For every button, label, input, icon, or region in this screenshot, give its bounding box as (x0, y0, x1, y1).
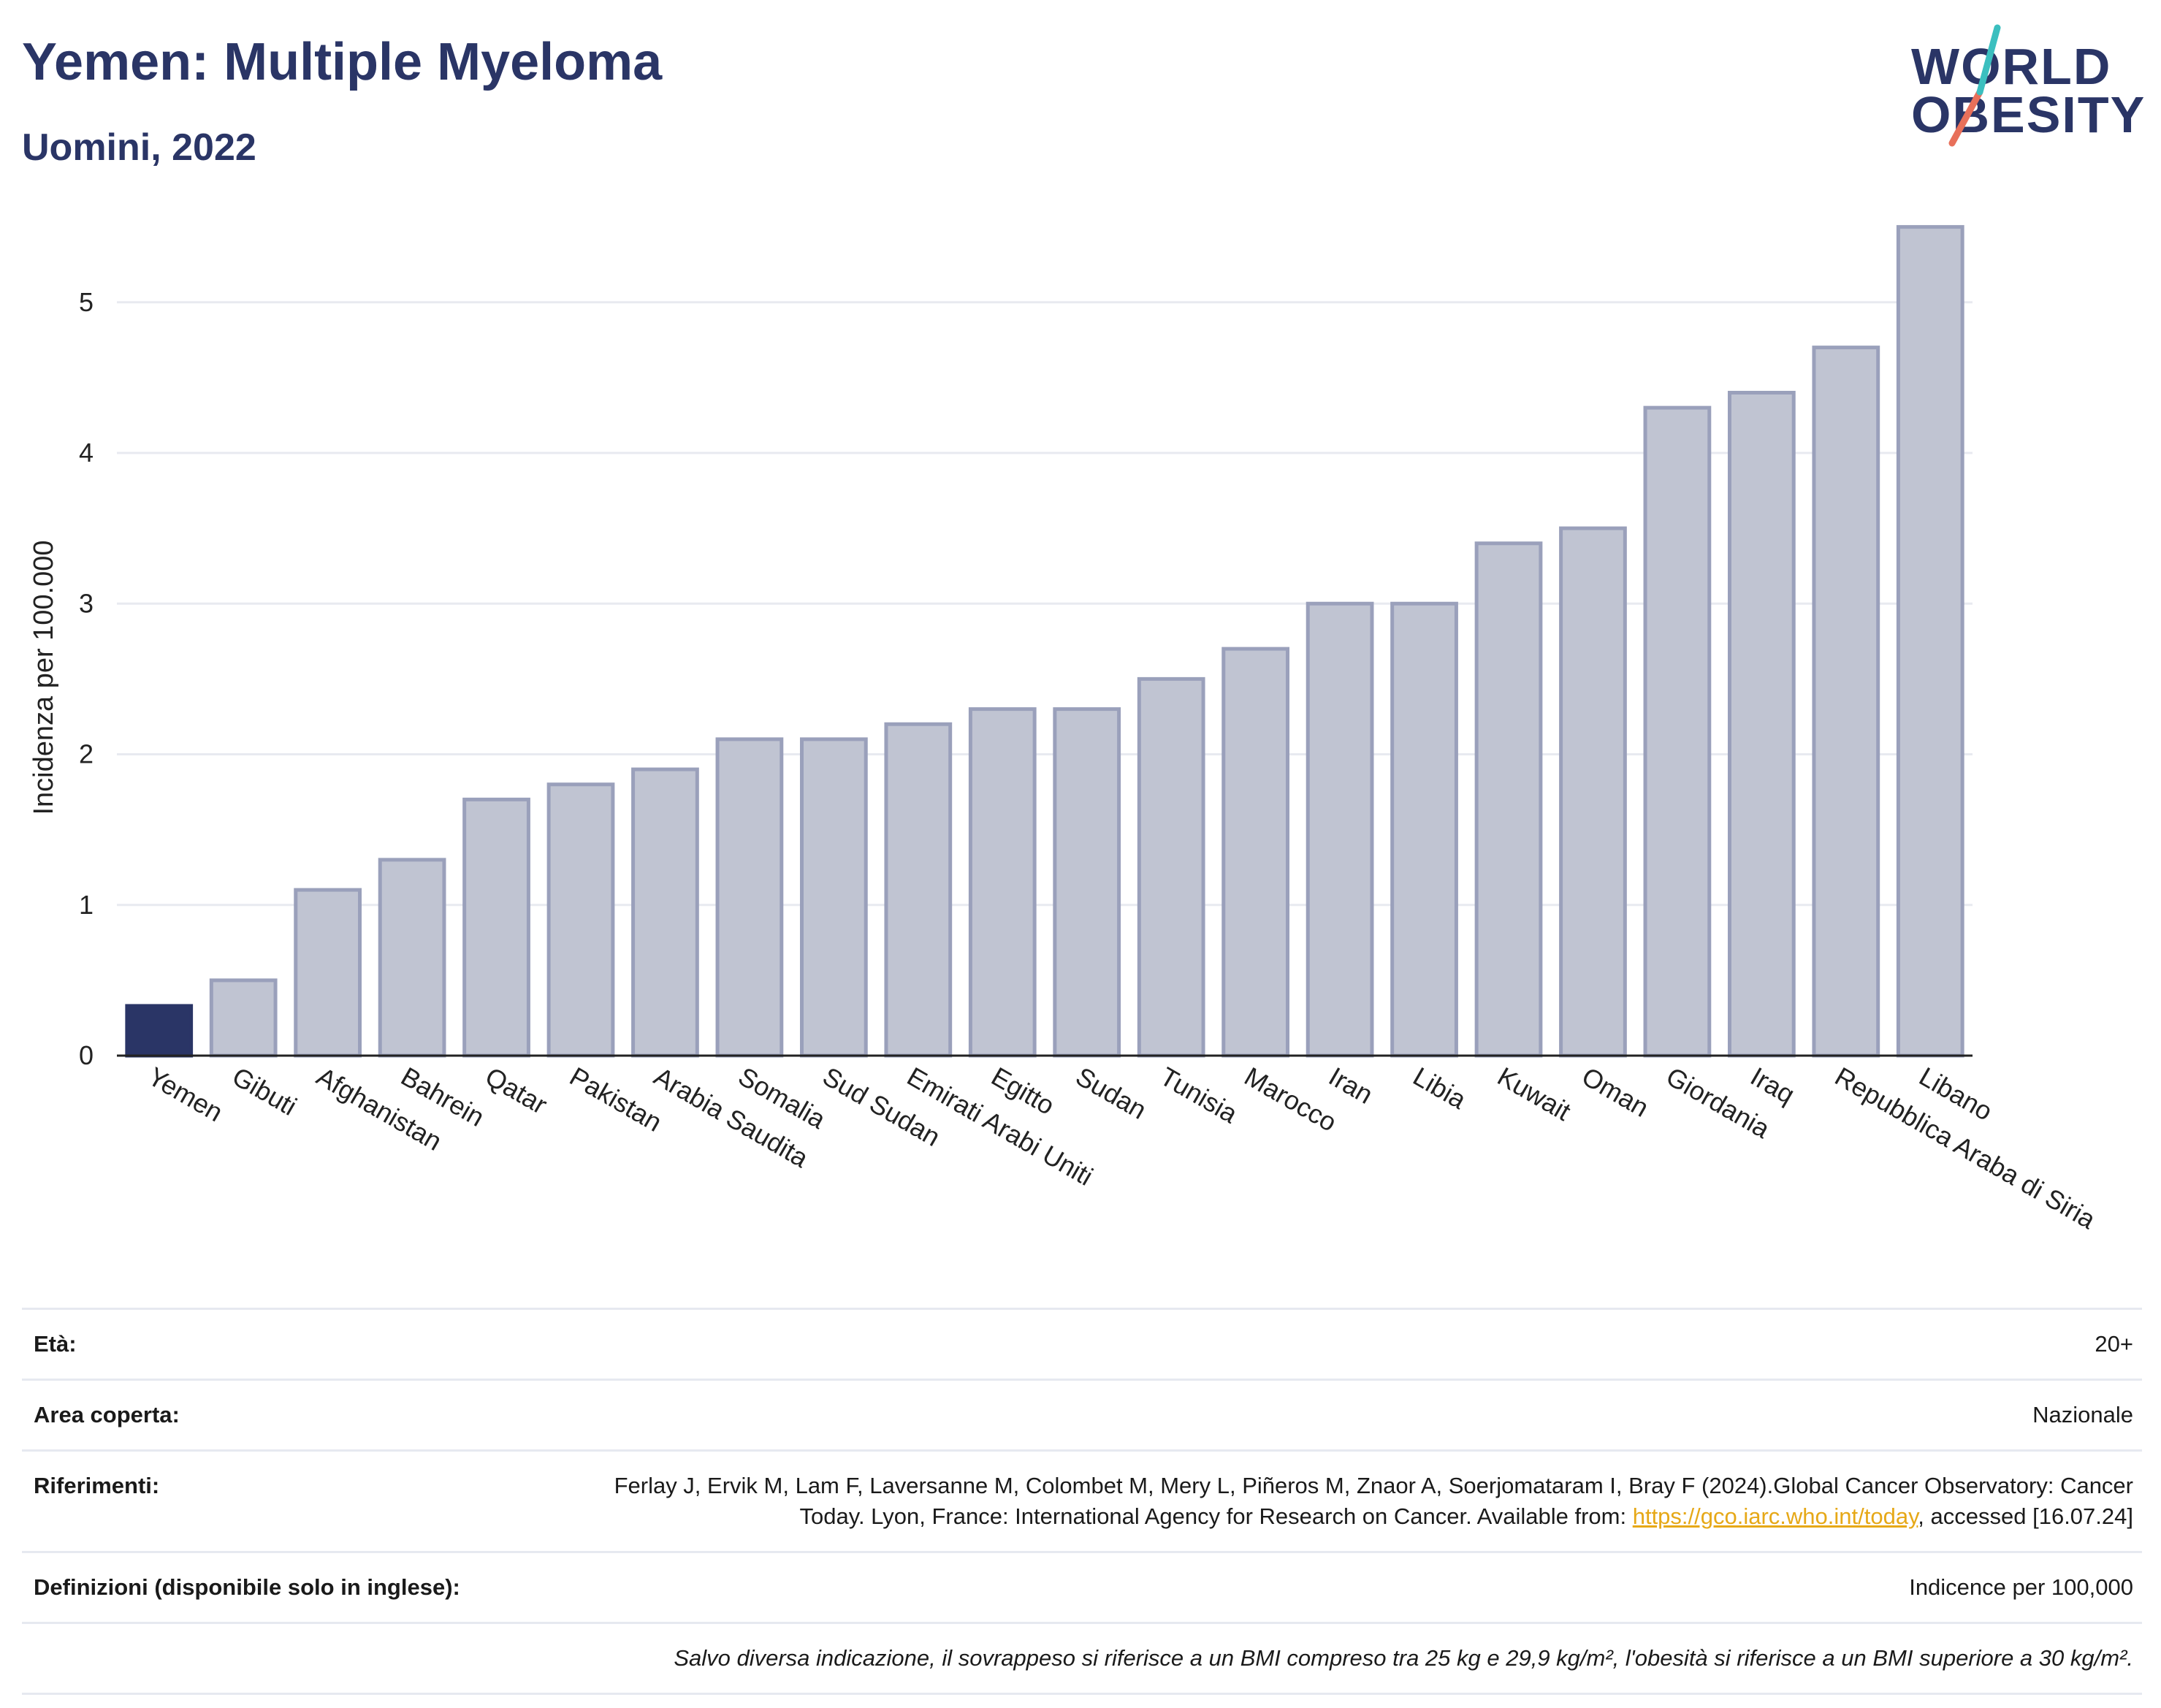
y-tick-label: 0 (79, 1040, 94, 1070)
bmi-note: Salvo diversa indicazione, il sovrappeso… (674, 1645, 2133, 1671)
x-tick-label: Marocco (1240, 1061, 1342, 1137)
references-label: Riferimenti: (34, 1473, 160, 1498)
bar (1221, 647, 1290, 1058)
world-obesity-logo: WORLD OBESITY (1907, 20, 2148, 159)
bar (1812, 346, 1880, 1058)
bar (209, 978, 278, 1058)
bar (631, 767, 699, 1058)
age-label: Età: (34, 1331, 77, 1357)
x-tick-label: Pakistan (565, 1061, 667, 1137)
age-row: Età: 20+ (22, 1308, 2142, 1379)
x-tick-label: Iraq (1745, 1061, 1799, 1110)
bar (1727, 391, 1796, 1058)
y-tick-labels: 0 1 2 3 4 5 (79, 287, 94, 1070)
definitions-value: Indicence per 100,000 (1909, 1574, 2133, 1600)
definitions-label: Definizioni (disponibile solo in inglese… (34, 1574, 460, 1600)
bar (378, 858, 446, 1058)
y-tick-label: 4 (79, 438, 94, 468)
x-tick-label: Sudan (1071, 1061, 1152, 1125)
bar (1474, 541, 1543, 1058)
logo-line-1: WORLD (1911, 38, 2112, 95)
x-tick-label: Qatar (481, 1061, 552, 1120)
bar (884, 722, 953, 1058)
references-text-end: , accessed [16.07.24] (1918, 1503, 2133, 1529)
page-subtitle: Uomini, 2022 (22, 126, 256, 169)
x-tick-label: Kuwait (1493, 1061, 1576, 1126)
bar (1053, 707, 1121, 1058)
x-tick-label: Libia (1409, 1061, 1472, 1115)
age-value: 20+ (2095, 1331, 2133, 1357)
references-text: Ferlay J, Ervik M, Lam F, Laversanne M, … (614, 1473, 2133, 1529)
bar (1559, 526, 1627, 1058)
bar (1137, 676, 1205, 1058)
bar (1896, 225, 1964, 1058)
info-table: Età: 20+ Area coperta: Nazionale Riferim… (22, 1308, 2142, 1695)
y-tick-label: 5 (79, 287, 94, 317)
references-row: Riferimenti: Ferlay J, Ervik M, Lam F, L… (22, 1449, 2142, 1551)
note-row: Salvo diversa indicazione, il sovrappeso… (22, 1622, 2142, 1695)
definitions-row: Definizioni (disponibile solo in inglese… (22, 1551, 2142, 1622)
area-row: Area coperta: Nazionale (22, 1379, 2142, 1449)
y-axis-label: Incidenza per 100.000 (28, 540, 59, 815)
bar (715, 737, 784, 1058)
bar (125, 1004, 194, 1058)
y-tick-label: 1 (79, 890, 94, 920)
bar (294, 888, 362, 1058)
bar (1390, 601, 1458, 1058)
area-label: Area coperta: (34, 1402, 180, 1427)
logo-slash-icon (1948, 24, 2001, 147)
y-tick-label: 3 (79, 588, 94, 618)
bar (462, 797, 530, 1058)
bar (1643, 405, 1712, 1058)
x-tick-label: Iran (1324, 1061, 1378, 1110)
area-value: Nazionale (2032, 1402, 2133, 1427)
x-tick-label: Tunisia (1155, 1061, 1243, 1129)
references-link[interactable]: https://gco.iarc.who.int/today (1632, 1503, 1918, 1529)
bar (546, 782, 615, 1058)
bar-chart: 0 1 2 3 4 5 Yemen Gibuti AfghanistanBahreinQata… (28, 225, 2102, 1235)
bar (968, 707, 1037, 1058)
bar (799, 737, 868, 1058)
x-tick-label: Yemen (143, 1061, 228, 1127)
bar (1306, 601, 1374, 1058)
x-tick-label: Oman (1577, 1061, 1653, 1123)
y-tick-label: 2 (79, 739, 94, 769)
page-title: Yemen: Multiple Myeloma (22, 33, 663, 91)
references-value: Ferlay J, Ervik M, Lam F, Laversanne M, … (584, 1471, 2133, 1532)
x-tick-label: Gibuti (227, 1061, 302, 1121)
bars (125, 225, 1964, 1058)
logo-line-2: OBESITY (1911, 86, 2146, 143)
